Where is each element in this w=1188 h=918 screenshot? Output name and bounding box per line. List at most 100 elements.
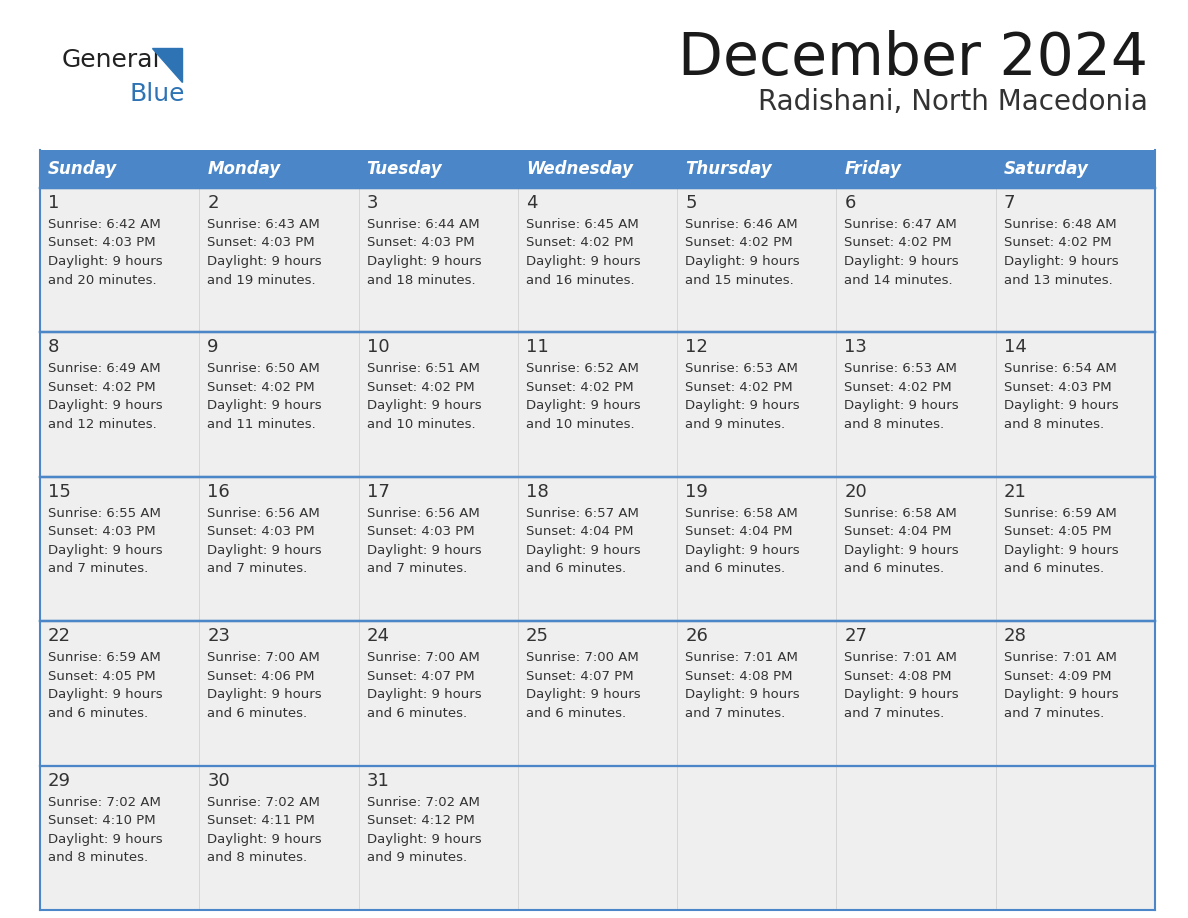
Bar — [677, 621, 836, 766]
Bar — [518, 621, 677, 766]
Text: Sunrise: 6:56 AM: Sunrise: 6:56 AM — [367, 507, 479, 520]
Text: Daylight: 9 hours: Daylight: 9 hours — [48, 543, 163, 557]
Bar — [836, 188, 996, 332]
Bar — [200, 766, 359, 910]
Text: and 7 minutes.: and 7 minutes. — [367, 563, 467, 576]
Text: Sunrise: 6:55 AM: Sunrise: 6:55 AM — [48, 507, 160, 520]
Text: Sunset: 4:02 PM: Sunset: 4:02 PM — [367, 381, 474, 394]
Text: Thursday: Thursday — [685, 160, 772, 178]
Bar — [40, 150, 200, 188]
Text: Sunset: 4:03 PM: Sunset: 4:03 PM — [367, 237, 474, 250]
Text: Sunset: 4:05 PM: Sunset: 4:05 PM — [48, 670, 156, 683]
Text: Sunset: 4:11 PM: Sunset: 4:11 PM — [207, 814, 315, 827]
Text: 27: 27 — [845, 627, 867, 645]
Text: and 11 minutes.: and 11 minutes. — [207, 418, 316, 431]
Text: Sunrise: 6:42 AM: Sunrise: 6:42 AM — [48, 218, 160, 231]
Text: Daylight: 9 hours: Daylight: 9 hours — [207, 833, 322, 845]
Text: 12: 12 — [685, 339, 708, 356]
Text: Sunrise: 6:47 AM: Sunrise: 6:47 AM — [845, 218, 958, 231]
Text: Daylight: 9 hours: Daylight: 9 hours — [845, 255, 959, 268]
Text: Sunrise: 6:59 AM: Sunrise: 6:59 AM — [48, 651, 160, 665]
Bar — [359, 188, 518, 332]
Text: Daylight: 9 hours: Daylight: 9 hours — [48, 255, 163, 268]
Text: Sunrise: 7:00 AM: Sunrise: 7:00 AM — [367, 651, 479, 665]
Text: Sunset: 4:09 PM: Sunset: 4:09 PM — [1004, 670, 1111, 683]
Text: Sunset: 4:08 PM: Sunset: 4:08 PM — [685, 670, 792, 683]
Bar — [996, 476, 1155, 621]
Text: Daylight: 9 hours: Daylight: 9 hours — [1004, 543, 1118, 557]
Bar — [518, 766, 677, 910]
Bar — [996, 150, 1155, 188]
Text: Daylight: 9 hours: Daylight: 9 hours — [1004, 688, 1118, 701]
Text: Sunrise: 6:45 AM: Sunrise: 6:45 AM — [526, 218, 639, 231]
Bar — [996, 332, 1155, 476]
Text: 3: 3 — [367, 194, 378, 212]
Text: 14: 14 — [1004, 339, 1026, 356]
Text: Saturday: Saturday — [1004, 160, 1088, 178]
Text: 7: 7 — [1004, 194, 1016, 212]
Bar — [200, 150, 359, 188]
Bar — [200, 332, 359, 476]
Polygon shape — [152, 48, 182, 82]
Text: and 6 minutes.: and 6 minutes. — [685, 563, 785, 576]
Text: Daylight: 9 hours: Daylight: 9 hours — [845, 399, 959, 412]
Text: 29: 29 — [48, 772, 71, 789]
Text: Sunrise: 7:01 AM: Sunrise: 7:01 AM — [685, 651, 798, 665]
Text: Daylight: 9 hours: Daylight: 9 hours — [207, 399, 322, 412]
Text: 20: 20 — [845, 483, 867, 501]
Text: and 20 minutes.: and 20 minutes. — [48, 274, 157, 286]
Text: Daylight: 9 hours: Daylight: 9 hours — [526, 255, 640, 268]
Text: and 19 minutes.: and 19 minutes. — [207, 274, 316, 286]
Text: Sunrise: 6:44 AM: Sunrise: 6:44 AM — [367, 218, 479, 231]
Text: Sunset: 4:10 PM: Sunset: 4:10 PM — [48, 814, 156, 827]
Text: and 10 minutes.: and 10 minutes. — [526, 418, 634, 431]
Text: Sunset: 4:03 PM: Sunset: 4:03 PM — [207, 525, 315, 538]
Bar — [518, 188, 677, 332]
Text: Sunset: 4:03 PM: Sunset: 4:03 PM — [48, 525, 156, 538]
Text: 17: 17 — [367, 483, 390, 501]
Text: Daylight: 9 hours: Daylight: 9 hours — [1004, 255, 1118, 268]
Text: Daylight: 9 hours: Daylight: 9 hours — [526, 543, 640, 557]
Text: Sunset: 4:02 PM: Sunset: 4:02 PM — [526, 381, 633, 394]
Text: and 7 minutes.: and 7 minutes. — [1004, 707, 1104, 720]
Text: Sunset: 4:04 PM: Sunset: 4:04 PM — [685, 525, 792, 538]
Bar — [200, 188, 359, 332]
Text: Daylight: 9 hours: Daylight: 9 hours — [685, 688, 800, 701]
Text: Sunset: 4:03 PM: Sunset: 4:03 PM — [207, 237, 315, 250]
Text: Daylight: 9 hours: Daylight: 9 hours — [685, 255, 800, 268]
Bar — [677, 188, 836, 332]
Text: Sunset: 4:02 PM: Sunset: 4:02 PM — [48, 381, 156, 394]
Text: Sunset: 4:02 PM: Sunset: 4:02 PM — [526, 237, 633, 250]
Text: 23: 23 — [207, 627, 230, 645]
Bar — [40, 476, 200, 621]
Text: and 7 minutes.: and 7 minutes. — [685, 707, 785, 720]
Bar — [40, 188, 200, 332]
Text: 19: 19 — [685, 483, 708, 501]
Text: Sunrise: 7:00 AM: Sunrise: 7:00 AM — [207, 651, 320, 665]
Text: and 12 minutes.: and 12 minutes. — [48, 418, 157, 431]
Text: and 7 minutes.: and 7 minutes. — [845, 707, 944, 720]
Text: Sunrise: 6:59 AM: Sunrise: 6:59 AM — [1004, 507, 1117, 520]
Text: Sunset: 4:02 PM: Sunset: 4:02 PM — [845, 237, 952, 250]
Bar — [677, 150, 836, 188]
Text: General: General — [62, 48, 160, 72]
Bar — [996, 621, 1155, 766]
Text: 4: 4 — [526, 194, 537, 212]
Text: Sunrise: 6:51 AM: Sunrise: 6:51 AM — [367, 363, 480, 375]
Text: and 8 minutes.: and 8 minutes. — [1004, 418, 1104, 431]
Text: 5: 5 — [685, 194, 696, 212]
Text: 2: 2 — [207, 194, 219, 212]
Bar — [359, 150, 518, 188]
Text: Sunrise: 7:02 AM: Sunrise: 7:02 AM — [48, 796, 160, 809]
Text: Sunset: 4:02 PM: Sunset: 4:02 PM — [207, 381, 315, 394]
Text: Sunrise: 6:53 AM: Sunrise: 6:53 AM — [685, 363, 798, 375]
Text: and 6 minutes.: and 6 minutes. — [845, 563, 944, 576]
Text: Sunrise: 6:53 AM: Sunrise: 6:53 AM — [845, 363, 958, 375]
Text: Friday: Friday — [845, 160, 902, 178]
Text: Daylight: 9 hours: Daylight: 9 hours — [367, 255, 481, 268]
Text: Sunrise: 7:02 AM: Sunrise: 7:02 AM — [207, 796, 320, 809]
Text: Daylight: 9 hours: Daylight: 9 hours — [367, 688, 481, 701]
Text: 1: 1 — [48, 194, 59, 212]
Text: Radishani, North Macedonia: Radishani, North Macedonia — [758, 88, 1148, 116]
Text: Sunrise: 7:00 AM: Sunrise: 7:00 AM — [526, 651, 639, 665]
